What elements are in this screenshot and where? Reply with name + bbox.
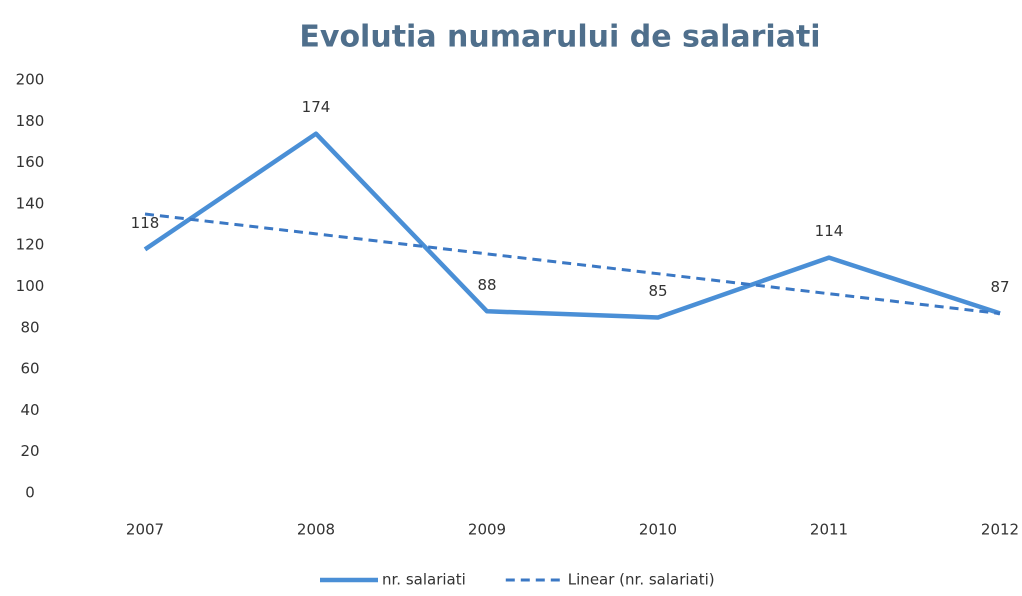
x-tick-label: 2010 xyxy=(639,521,677,539)
data-label: 114 xyxy=(815,222,844,240)
data-label: 87 xyxy=(990,278,1009,296)
x-tick-label: 2007 xyxy=(126,521,164,539)
x-tick-label: 2009 xyxy=(468,521,506,539)
x-tick-label: 2008 xyxy=(297,521,335,539)
y-tick-label: 20 xyxy=(20,442,39,460)
data-label: 88 xyxy=(477,276,496,294)
legend-label: Linear (nr. salariati) xyxy=(568,571,715,589)
y-tick-label: 180 xyxy=(16,112,45,130)
y-tick-label: 100 xyxy=(16,277,45,295)
y-tick-label: 0 xyxy=(25,484,35,502)
x-tick-label: 2012 xyxy=(981,521,1019,539)
y-tick-label: 120 xyxy=(16,236,45,254)
chart-title: Evolutia numarului de salariati xyxy=(299,20,820,55)
series-line xyxy=(143,131,1001,320)
y-tick-label: 60 xyxy=(20,360,39,378)
y-tick-label: 140 xyxy=(16,194,45,212)
data-label: 174 xyxy=(302,98,331,116)
y-tick-label: 40 xyxy=(20,401,39,419)
y-tick-label: 200 xyxy=(16,71,45,89)
y-tick-label: 160 xyxy=(16,153,45,171)
data-label: 118 xyxy=(131,214,160,232)
x-tick-label: 2011 xyxy=(810,521,848,539)
trend-line xyxy=(144,212,1001,316)
legend-label: nr. salariati xyxy=(382,571,466,589)
data-label: 85 xyxy=(648,282,667,300)
y-tick-label: 80 xyxy=(20,318,39,336)
